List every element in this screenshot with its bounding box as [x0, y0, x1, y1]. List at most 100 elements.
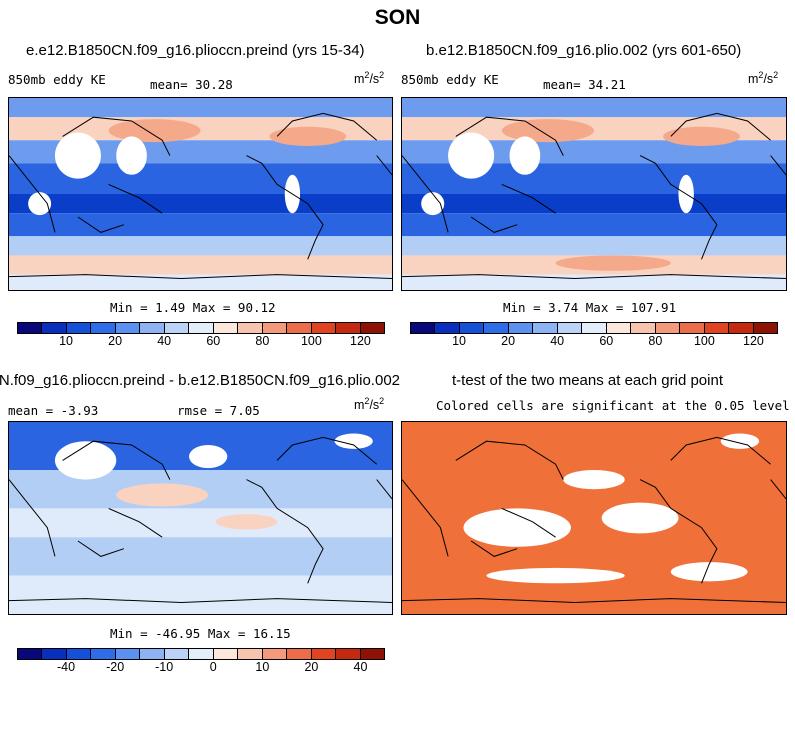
coastline	[670, 436, 771, 465]
panel3-colorbar-swatch-9	[238, 649, 263, 659]
panel2-colorbar-tick-label: 100	[693, 334, 715, 348]
coastline	[376, 479, 392, 500]
panel1-title: e.e12.B1850CN.f09_g16.plioccn.preind (yr…	[26, 42, 365, 59]
panel3-colorbar-tick-label: 40	[353, 660, 368, 674]
panel1-colorbar-tick-label: 60	[206, 334, 221, 348]
panel3-colorbar-swatch-10	[262, 649, 288, 659]
panel1-colorbar-tick-label: 80	[255, 334, 270, 348]
panel3-colorbar-swatch-14	[360, 649, 385, 659]
panel2-colorbar-swatch-9	[631, 323, 656, 333]
panel2-colorbar-swatch-13	[729, 323, 754, 333]
panel1-colorbar-swatch-11	[287, 323, 312, 333]
coastline	[670, 112, 771, 141]
field-patch	[116, 483, 209, 507]
panel3-mean: mean = -3.93	[8, 403, 99, 418]
field-band	[402, 140, 786, 164]
panel1-colorbar-swatch-5	[140, 323, 165, 333]
coastline	[402, 155, 449, 233]
panel2-colorbar-swatch-1	[435, 323, 460, 333]
panel1-colorbar-tick-label: 100	[300, 334, 322, 348]
panel2-map	[401, 97, 787, 291]
panel2-title: b.e12.B1850CN.f09_g16.plio.002 (yrs 601-…	[426, 42, 742, 59]
panel1-variable-label: 850mb eddy KE	[8, 72, 106, 87]
panel3-colorbar-swatch-6	[164, 649, 190, 659]
field-band	[9, 508, 392, 538]
field-band	[402, 274, 786, 290]
panel3-colorbar-tick-label: 20	[304, 660, 319, 674]
coastline	[77, 216, 125, 233]
field-patch	[670, 562, 748, 582]
panel1-colorbar-tick-label: 120	[350, 334, 371, 348]
coastline	[639, 479, 718, 584]
panel2-variable-label: 850mb eddy KE	[401, 72, 499, 87]
panel1-colorbar-swatch-6	[164, 323, 190, 333]
field-patch	[269, 126, 347, 146]
field-band	[402, 422, 786, 614]
panel3-colorbar-tick-label: -10	[155, 660, 174, 674]
panel1-units: m2/s2	[354, 70, 385, 87]
coastline	[62, 116, 171, 156]
coastline	[108, 183, 163, 214]
panel2-mean: mean= 34.21	[543, 77, 626, 92]
field-band	[9, 274, 392, 290]
coastline	[455, 116, 564, 156]
panel1-colorbar-swatch-10	[262, 323, 288, 333]
panel2-colorbar-tick-label: 40	[550, 334, 565, 348]
coastline	[77, 540, 125, 557]
panel1-colorbar-swatch-0	[18, 323, 43, 333]
panel2-colorbar-swatch-5	[533, 323, 558, 333]
panel2-colorbar-swatch-7	[582, 323, 607, 333]
panel2-minmax: Min = 3.74 Max = 107.91	[503, 300, 677, 315]
field-patch	[334, 433, 373, 449]
panel2-colorbar-tick-label: 20	[501, 334, 516, 348]
coastline	[470, 540, 518, 557]
coastline	[376, 155, 392, 176]
field-patch	[189, 445, 228, 469]
panel1-colorbar-swatch-7	[189, 323, 214, 333]
map2-field	[402, 98, 786, 290]
panel3-colorbar-swatch-4	[115, 649, 141, 659]
panel3-colorbar-swatch-8	[213, 649, 239, 659]
coastline	[501, 507, 556, 538]
panel1-colorbar-swatch-4	[115, 323, 141, 333]
panel2-colorbar-swatch-8	[606, 323, 632, 333]
coastline	[402, 598, 786, 604]
panel3-colorbar-swatch-1	[42, 649, 67, 659]
season-title: SON	[374, 6, 421, 29]
panel2-colorbar-tick-label: 10	[452, 334, 467, 348]
panel2-colorbar-swatch-14	[753, 323, 778, 333]
field-patch	[108, 119, 201, 143]
field-patch	[54, 132, 101, 179]
panel1-colorbar-swatch-13	[336, 323, 361, 333]
coastline	[9, 155, 56, 233]
field-patch	[54, 441, 117, 480]
panel2-colorbar-swatch-0	[411, 323, 436, 333]
field-band	[9, 575, 392, 614]
coastline	[639, 155, 718, 260]
coastline	[276, 112, 378, 141]
map1-field	[9, 98, 392, 290]
panel1-colorbar-swatch-3	[91, 323, 116, 333]
panel1-colorbar	[17, 322, 385, 334]
panel2-colorbar-tick-label: 120	[743, 334, 764, 348]
field-patch	[555, 255, 671, 271]
field-band	[402, 98, 786, 118]
coastline	[770, 155, 786, 176]
field-patch	[563, 470, 625, 490]
panel2-units: m2/s2	[748, 70, 779, 87]
panel3-colorbar-swatch-11	[287, 649, 312, 659]
panel1-colorbar-swatch-2	[66, 323, 92, 333]
coastline	[9, 274, 392, 280]
panel3-colorbar-swatch-12	[311, 649, 337, 659]
panel1-colorbar-swatch-1	[42, 323, 67, 333]
panel2-colorbar-tick-label: 60	[599, 334, 614, 348]
coastline	[246, 155, 324, 260]
panel2-colorbar-swatch-6	[557, 323, 583, 333]
panel1-colorbar-tick-label: 40	[157, 334, 172, 348]
coastline	[276, 436, 378, 465]
panel3-colorbar-swatch-0	[18, 649, 43, 659]
panel2-colorbar	[410, 322, 778, 334]
panel3-rmse: rmse = 7.05	[177, 403, 260, 418]
panel1-mean: mean= 30.28	[150, 77, 233, 92]
coastline	[246, 479, 324, 584]
